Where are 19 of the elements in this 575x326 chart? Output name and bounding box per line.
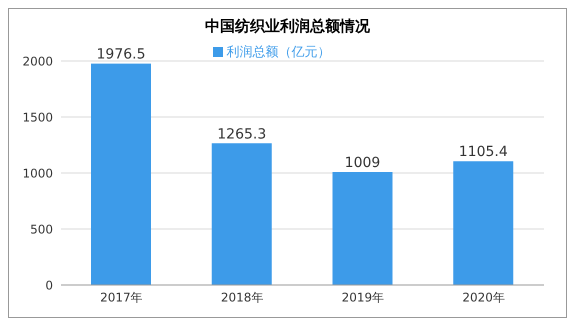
bar (212, 143, 272, 285)
x-tick-label: 2018年 (220, 290, 264, 305)
bar (332, 172, 392, 285)
y-tick-label: 0 (45, 278, 53, 292)
data-label: 1976.5 (96, 46, 146, 63)
x-tick-label: 2020年 (462, 290, 505, 305)
y-tick-label: 1000 (22, 166, 53, 180)
bar (91, 64, 151, 285)
y-tick-label: 1500 (22, 110, 53, 124)
x-tick-label: 2019年 (342, 290, 384, 305)
y-tick-label: 500 (30, 222, 53, 236)
data-label: 1009 (344, 154, 380, 171)
data-label: 1265.3 (217, 126, 266, 142)
y-tick-label: 2000 (22, 54, 53, 68)
x-tick-label: 2017年 (100, 290, 143, 305)
legend-label: 利润总额（亿元） (226, 45, 330, 60)
bar (453, 161, 514, 285)
chart-title: 中国纺织业利润总额情况 (204, 16, 371, 37)
data-label: 1105.4 (458, 144, 508, 160)
